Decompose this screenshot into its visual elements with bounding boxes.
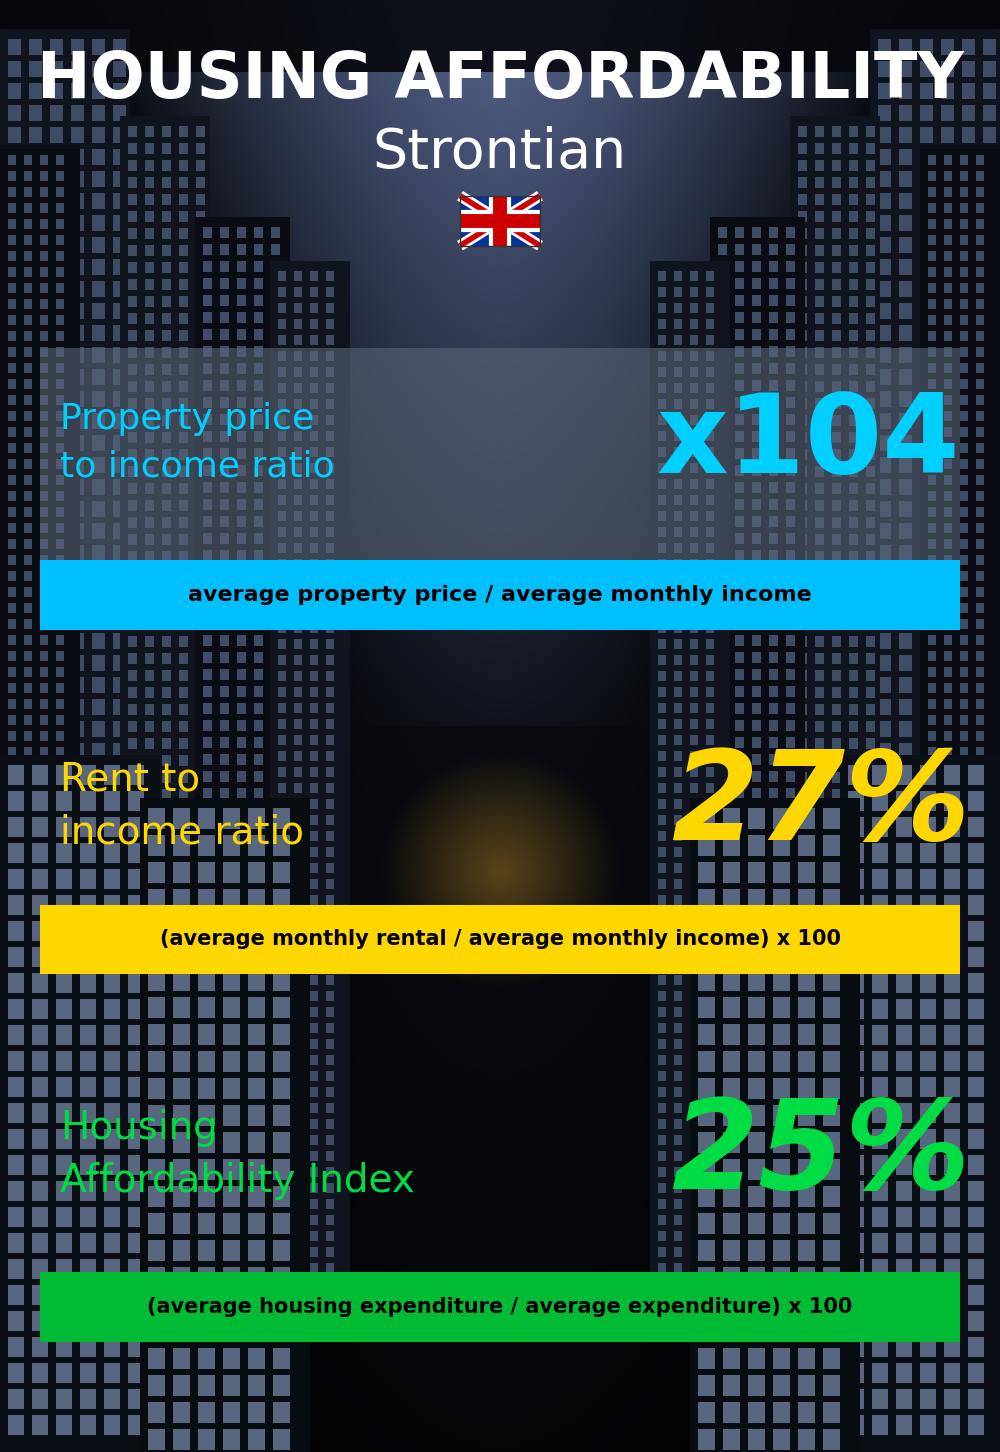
Text: Property price
to income ratio: Property price to income ratio — [60, 402, 335, 484]
Bar — [40, 348, 960, 617]
Bar — [460, 196, 540, 245]
Text: 27%: 27% — [671, 745, 970, 867]
Bar — [40, 1272, 960, 1342]
Text: Strontian: Strontian — [373, 125, 627, 180]
Text: HOUSING AFFORDABILITY: HOUSING AFFORDABILITY — [37, 49, 963, 110]
Text: (average housing expenditure / average expenditure) x 100: (average housing expenditure / average e… — [147, 1297, 853, 1317]
Text: x104: x104 — [656, 389, 960, 497]
Text: 25%: 25% — [671, 1093, 970, 1215]
Bar — [40, 905, 960, 974]
Text: average property price / average monthly income: average property price / average monthly… — [188, 585, 812, 605]
Bar — [460, 196, 540, 245]
Bar — [40, 560, 960, 630]
Text: Rent to
income ratio: Rent to income ratio — [60, 761, 304, 851]
Text: (average monthly rental / average monthly income) x 100: (average monthly rental / average monthl… — [160, 929, 840, 950]
Text: Housing
Affordability Index: Housing Affordability Index — [60, 1109, 415, 1199]
